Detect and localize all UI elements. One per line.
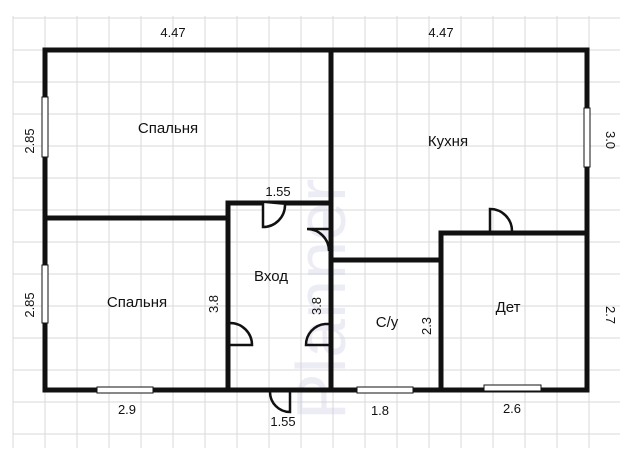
- door: [268, 390, 292, 414]
- dimension-label: 4.47: [428, 25, 453, 40]
- window: [41, 264, 49, 324]
- dimension-label: 4.47: [160, 25, 185, 40]
- window: [96, 386, 154, 394]
- room-label: Спальня: [138, 120, 198, 137]
- door: [261, 203, 287, 229]
- window: [483, 384, 542, 392]
- window: [41, 96, 49, 158]
- dimension-label: 2.7: [603, 306, 618, 324]
- dimension-label: 1.55: [270, 414, 295, 429]
- dimension-label: 3.0: [603, 131, 618, 149]
- room-label: Дет: [496, 299, 521, 316]
- room-labels: Спальня Кухня Спальня Вход С/у Дет: [107, 120, 521, 331]
- dimension-label: 2.9: [118, 402, 136, 417]
- window: [356, 386, 414, 394]
- room-label: Вход: [254, 268, 288, 285]
- door: [306, 227, 331, 252]
- dimension-label: 2.3: [419, 317, 434, 335]
- dimension-label: 1.8: [371, 403, 389, 418]
- door: [304, 322, 331, 347]
- door: [227, 321, 254, 347]
- wall: [438, 230, 590, 393]
- door: [488, 207, 514, 233]
- room-label: Спальня: [107, 294, 167, 311]
- room-label: Кухня: [428, 133, 468, 150]
- dimension-label: 1.55: [265, 184, 290, 199]
- watermark: Planner: [282, 179, 360, 420]
- window: [583, 107, 591, 168]
- doors[interactable]: [227, 203, 514, 414]
- grid: [12, 16, 620, 448]
- dimension-label: 2.85: [22, 128, 37, 153]
- dimension-label: 2.6: [503, 401, 521, 416]
- dimension-label: 2.85: [22, 292, 37, 317]
- dimension-labels: 4.47 4.47 2.85 2.85 3.0 2.7 1.55 3.8 3.8…: [22, 25, 618, 429]
- dimension-label: 3.8: [309, 297, 324, 315]
- dimension-label: 3.8: [206, 295, 221, 313]
- room-label: С/у: [376, 314, 399, 331]
- windows: [41, 96, 591, 394]
